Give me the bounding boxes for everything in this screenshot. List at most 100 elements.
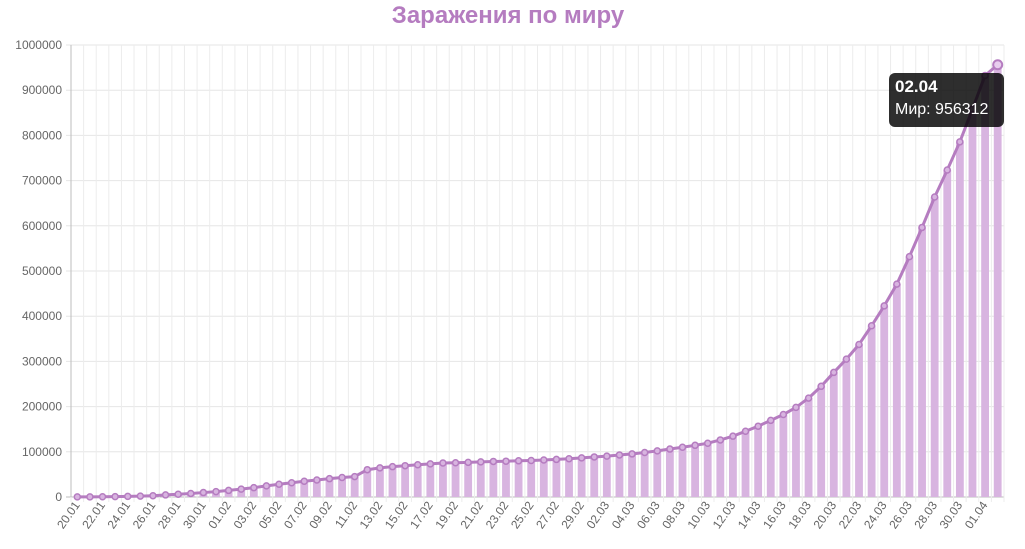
data-point xyxy=(477,458,485,466)
bar xyxy=(287,482,296,497)
x-tick-label: 16.03 xyxy=(760,498,789,531)
data-point xyxy=(678,443,687,452)
x-tick-label: 27.02 xyxy=(533,498,562,531)
bar xyxy=(249,487,258,497)
data-point xyxy=(540,456,548,464)
data-point xyxy=(590,453,598,461)
x-tick-label: 26.01 xyxy=(130,498,159,531)
bar xyxy=(388,466,397,497)
bar xyxy=(678,447,687,497)
y-tick-label: 900000 xyxy=(22,83,62,97)
bar xyxy=(552,459,561,497)
x-tick-label: 21.02 xyxy=(458,498,487,531)
bar xyxy=(829,372,838,497)
x-tick-label: 26.03 xyxy=(886,498,915,531)
bar xyxy=(439,463,447,497)
x-tick-label: 14.03 xyxy=(735,498,764,531)
data-point xyxy=(401,461,409,470)
bar xyxy=(817,386,826,497)
bar xyxy=(565,458,573,497)
data-point xyxy=(464,458,472,467)
data-point xyxy=(376,464,384,472)
tooltip-title: 02.04 xyxy=(895,77,938,96)
bar xyxy=(691,445,700,497)
data-point xyxy=(149,491,157,500)
data-point xyxy=(729,432,737,440)
data-point xyxy=(363,465,372,474)
data-point xyxy=(867,322,876,330)
data-point xyxy=(73,493,82,501)
data-point xyxy=(224,486,233,495)
y-tick-label: 800000 xyxy=(22,128,62,142)
data-point xyxy=(943,166,952,174)
data-point xyxy=(741,427,750,435)
data-point xyxy=(703,439,712,447)
data-point xyxy=(930,193,939,201)
data-point xyxy=(502,457,510,465)
bar xyxy=(754,426,763,497)
bar xyxy=(602,456,611,497)
y-tick-label: 0 xyxy=(55,490,62,504)
data-point xyxy=(767,416,775,425)
data-point xyxy=(830,368,838,377)
data-point xyxy=(880,302,888,310)
y-tick-label: 100000 xyxy=(22,445,62,459)
x-tick-label: 25.02 xyxy=(508,498,537,531)
data-point xyxy=(313,476,321,484)
data-point xyxy=(716,436,725,444)
x-tick-label: 07.02 xyxy=(281,498,310,531)
bar xyxy=(867,325,876,497)
bar xyxy=(729,436,737,497)
data-point xyxy=(792,403,800,412)
bar xyxy=(338,477,346,497)
data-point xyxy=(413,461,422,469)
x-tick-label: 01.02 xyxy=(205,498,234,531)
bar xyxy=(665,449,674,497)
data-point xyxy=(628,450,636,458)
data-point xyxy=(212,487,220,496)
bar xyxy=(451,462,460,497)
bar xyxy=(262,485,271,497)
data-point xyxy=(136,492,145,500)
data-point xyxy=(514,457,523,465)
bar xyxy=(779,414,788,497)
bar xyxy=(880,305,889,497)
bar xyxy=(955,141,964,497)
bar xyxy=(300,481,309,497)
data-point xyxy=(388,462,397,471)
y-tick-label: 700000 xyxy=(22,174,62,188)
x-tick-label: 11.02 xyxy=(332,498,360,530)
data-point xyxy=(577,454,586,462)
bar xyxy=(968,109,977,498)
x-tick-label: 06.03 xyxy=(634,498,663,531)
bar xyxy=(527,460,536,497)
bar xyxy=(892,284,901,497)
data-point xyxy=(527,456,535,465)
x-tick-label: 02.03 xyxy=(584,498,613,531)
bar xyxy=(653,450,662,497)
bar xyxy=(855,344,863,497)
data-point xyxy=(174,490,182,499)
bar xyxy=(766,420,775,497)
x-tick-label: 08.03 xyxy=(659,498,688,531)
data-point xyxy=(905,252,914,261)
data-point xyxy=(603,452,611,460)
data-point xyxy=(855,340,863,349)
data-point xyxy=(350,472,359,481)
bar xyxy=(401,465,410,497)
bar xyxy=(943,170,952,498)
data-point xyxy=(439,459,447,467)
y-tick-label: 200000 xyxy=(22,400,62,414)
data-point xyxy=(325,474,334,483)
bar xyxy=(489,461,498,497)
x-tick-label: 30.01 xyxy=(180,498,209,531)
tooltip: 02.04 Мир: 956312 xyxy=(889,73,1004,127)
data-point xyxy=(426,460,435,468)
bar xyxy=(804,398,813,497)
data-point xyxy=(187,489,195,498)
data-point xyxy=(552,455,561,464)
x-tick-label: 28.03 xyxy=(911,498,940,531)
y-tick-label: 300000 xyxy=(22,354,62,368)
x-tick-label: 10.03 xyxy=(684,498,713,531)
